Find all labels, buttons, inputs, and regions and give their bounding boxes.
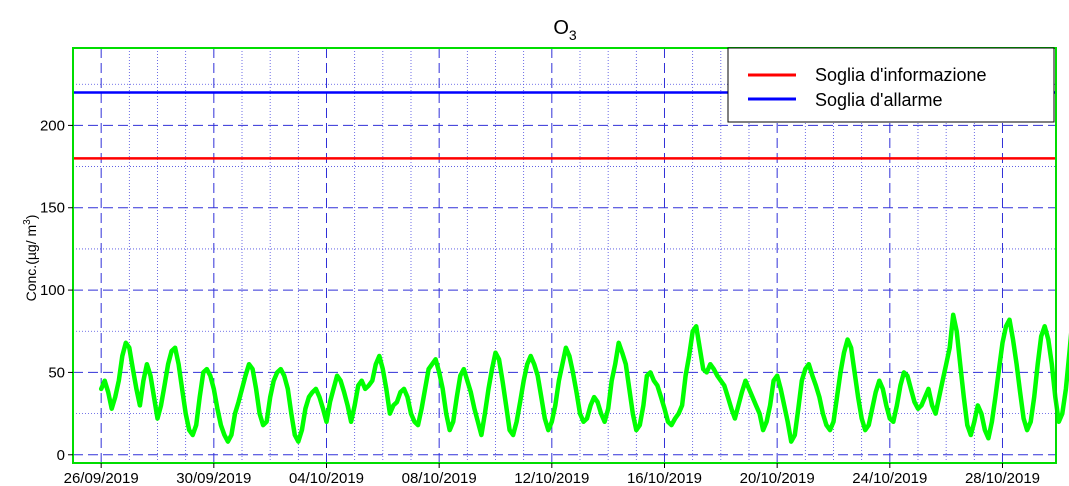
legend-label-alarm: Soglia d'allarme bbox=[815, 90, 943, 110]
x-tick-label: 28/10/2019 bbox=[965, 470, 1040, 486]
chart-title-subscript: 3 bbox=[569, 27, 577, 43]
y-axis-ticks: 0 50 100 150 200 bbox=[40, 117, 73, 464]
y-tick-label: 0 bbox=[57, 447, 65, 464]
y-tick-label: 50 bbox=[48, 364, 65, 381]
x-tick-label: 04/10/2019 bbox=[289, 470, 364, 486]
o3-series-line bbox=[98, 312, 1069, 444]
x-tick-label: 12/10/2019 bbox=[514, 470, 589, 486]
plot-frame bbox=[72, 47, 1057, 464]
y-tick-label: 200 bbox=[40, 117, 65, 134]
y-axis-label-superscript: 3 bbox=[22, 219, 33, 225]
x-axis-ticks: 26/09/2019 30/09/2019 04/10/2019 08/10/2019… bbox=[64, 463, 1040, 486]
x-tick-label: 24/10/2019 bbox=[852, 470, 927, 486]
y-axis-label-close: ) bbox=[23, 215, 39, 220]
y-tick-label: 150 bbox=[40, 200, 65, 217]
chart-title: O3 bbox=[553, 17, 577, 43]
legend: Soglia d'informazione Soglia d'allarme bbox=[727, 47, 1055, 123]
x-tick-label: 30/09/2019 bbox=[176, 470, 251, 486]
legend-label-info: Soglia d'informazione bbox=[815, 65, 987, 85]
x-tick-label: 20/10/2019 bbox=[740, 470, 815, 486]
y-axis-label-main: Conc.(µg/ m bbox=[23, 225, 39, 302]
legend-box bbox=[727, 47, 1055, 123]
x-tick-label: 26/09/2019 bbox=[64, 470, 139, 486]
y-axis-label: Conc.(µg/ m3) bbox=[22, 215, 39, 302]
x-tick-label: 16/10/2019 bbox=[627, 470, 702, 486]
x-tick-label: 08/10/2019 bbox=[402, 470, 477, 486]
y-tick-label: 100 bbox=[40, 282, 65, 299]
chart-title-main: O bbox=[553, 17, 569, 39]
o3-series bbox=[98, 312, 1069, 444]
